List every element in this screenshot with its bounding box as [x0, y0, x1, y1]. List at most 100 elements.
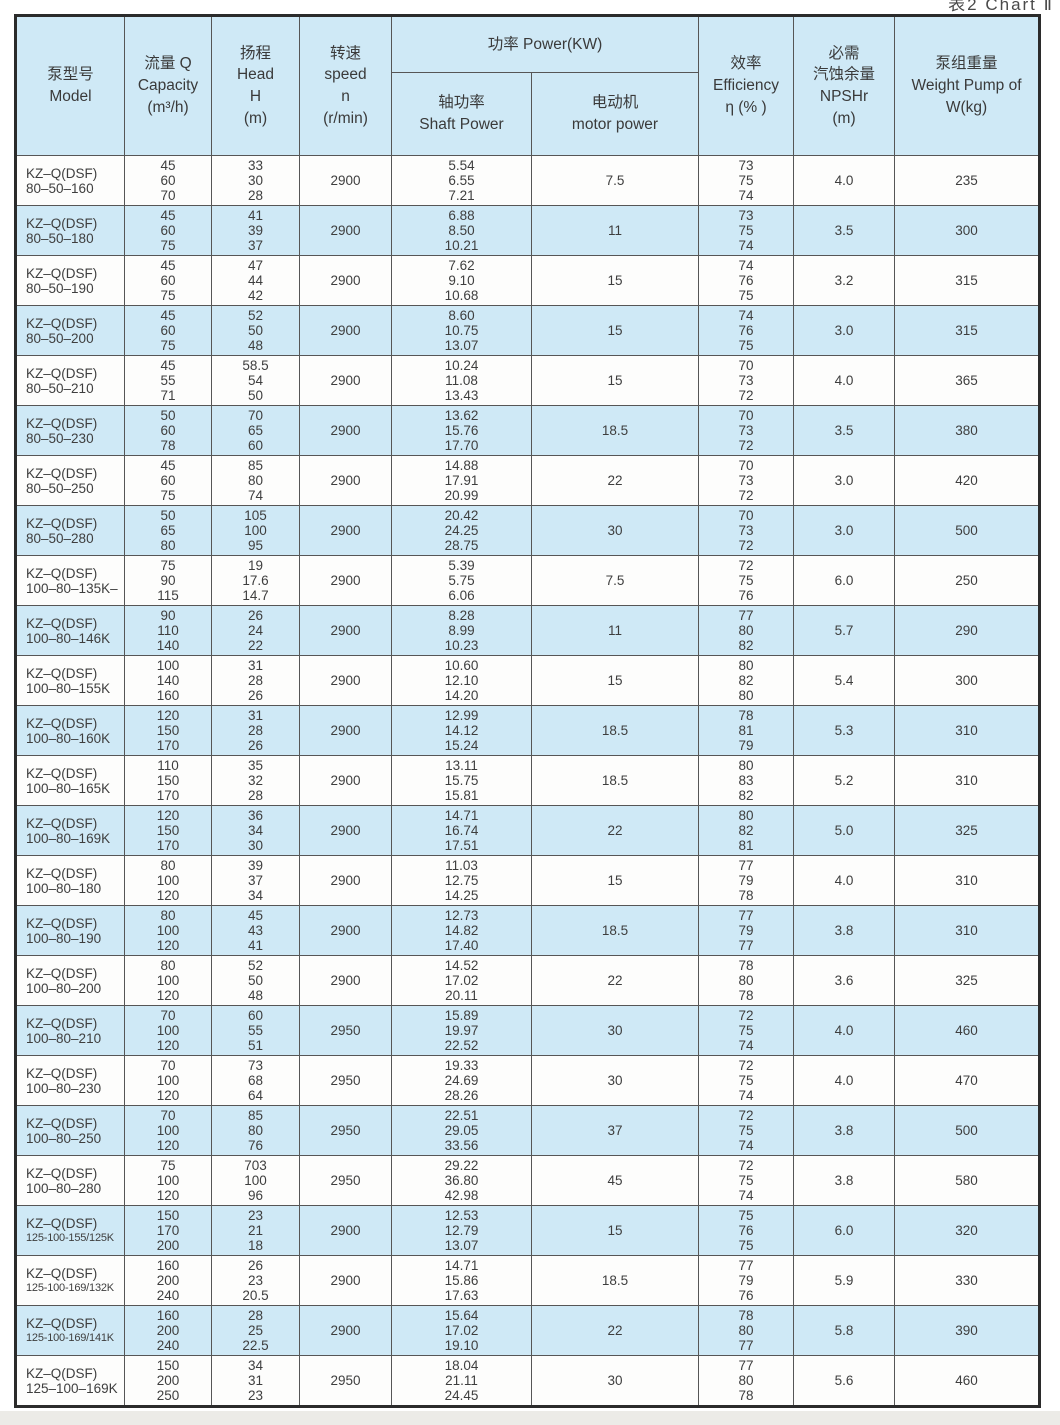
cell-speed: 2900 — [299, 855, 392, 906]
cell-npshr: 3.8 — [793, 1105, 896, 1156]
cell-npshr: 3.0 — [793, 505, 896, 556]
cell-npshr: 4.0 — [793, 155, 896, 206]
cell-motor-power: 30 — [530, 1055, 700, 1106]
cell-weight: 250 — [894, 555, 1041, 606]
cell-weight: 390 — [894, 1305, 1041, 1356]
cell-speed: 2900 — [299, 655, 392, 706]
cell-model: KZ–Q(DSF) 80–50–160 — [15, 155, 125, 206]
cell-head: 23 21 18 — [211, 1205, 300, 1256]
cell-speed: 2900 — [299, 505, 392, 556]
table-row: KZ–Q(DSF) 80–50–180 45 60 75 41 39 37 2900 6.88 8.… — [15, 205, 1041, 256]
cell-speed: 2900 — [299, 905, 392, 956]
cell-capacity: 160 200 240 — [124, 1305, 212, 1356]
cell-motor-power: 15 — [530, 255, 700, 306]
cell-capacity: 80 100 120 — [124, 955, 212, 1006]
cell-weight: 470 — [894, 1055, 1041, 1106]
table-row: KZ–Q(DSF) 100–80–200 80 100 120 52 50 48 2900 14.… — [15, 955, 1041, 1006]
cell-shaft-power: 11.03 12.75 14.25 — [391, 855, 532, 906]
cell-efficiency: 74 76 75 — [698, 305, 795, 356]
table-row: KZ–Q(DSF) 100–80–146K 90 110 140 26 24 22 2900 8.… — [15, 605, 1041, 656]
cell-shaft-power: 15.89 19.97 22.52 — [391, 1005, 532, 1056]
cell-head: 703 100 96 — [211, 1155, 300, 1206]
cell-npshr: 3.2 — [793, 255, 896, 306]
cell-npshr: 5.2 — [793, 755, 896, 806]
cell-shaft-power: 5.39 5.75 6.06 — [391, 555, 532, 606]
cell-head: 36 34 30 — [211, 805, 300, 856]
cell-head: 33 30 28 — [211, 155, 300, 206]
cell-model: KZ–Q(DSF) 100–80–135K– — [15, 555, 125, 606]
table-row: KZ–Q(DSF) 80–50–230 50 60 78 70 65 60 2900 13.62 1… — [15, 405, 1041, 456]
cell-efficiency: 72 75 76 — [698, 555, 795, 606]
pump-spec-table: 泵型号 Model 流量 Q Capacity (m³/h) 扬程 Head H… — [14, 14, 1042, 1408]
cell-npshr: 3.8 — [793, 905, 896, 956]
cell-shaft-power: 14.71 15.86 17.63 — [391, 1255, 532, 1306]
cell-capacity: 70 100 120 — [124, 1105, 212, 1156]
cell-efficiency: 72 75 74 — [698, 1055, 795, 1106]
table-row: KZ–Q(DSF) 100–80–155K 100 140 160 31 28 26 2900 1… — [15, 655, 1041, 706]
cell-capacity: 45 60 75 — [124, 255, 212, 306]
cell-speed: 2900 — [299, 555, 392, 606]
cell-speed: 2900 — [299, 705, 392, 756]
cell-model: KZ–Q(DSF) 100–80–200 — [15, 955, 125, 1006]
table-row: KZ–Q(DSF) 80–50–190 45 60 75 47 44 42 2900 7.62 9.… — [15, 255, 1041, 306]
cell-motor-power: 15 — [530, 655, 700, 706]
header-head: 扬程 Head H (m) — [211, 15, 300, 156]
cell-weight: 420 — [894, 455, 1041, 506]
cell-shaft-power: 8.60 10.75 13.07 — [391, 305, 532, 356]
cell-weight: 500 — [894, 1105, 1041, 1156]
table-row: KZ–Q(DSF) 125-100-169/141K 160 200 240 28 25 22… — [15, 1305, 1041, 1356]
cell-capacity: 120 150 170 — [124, 805, 212, 856]
cell-shaft-power: 8.28 8.99 10.23 — [391, 605, 532, 656]
cell-capacity: 45 60 70 — [124, 155, 212, 206]
cell-motor-power: 18.5 — [530, 755, 700, 806]
cell-capacity: 50 65 80 — [124, 505, 212, 556]
cell-speed: 2950 — [299, 1105, 392, 1156]
header-power-group: 功率 Power(KW) — [390, 15, 700, 73]
cell-speed: 2900 — [299, 305, 392, 356]
cell-capacity: 100 140 160 — [124, 655, 212, 706]
cell-speed: 2900 — [299, 605, 392, 656]
cell-motor-power: 15 — [530, 855, 700, 906]
table-row: KZ–Q(DSF) 100–80–250 70 100 120 85 80 76 2950 22.… — [15, 1105, 1041, 1156]
cell-npshr: 5.0 — [793, 805, 896, 856]
cell-efficiency: 80 82 80 — [698, 655, 795, 706]
cell-efficiency: 73 75 74 — [698, 205, 795, 256]
cell-weight: 320 — [894, 1205, 1041, 1256]
header-speed: 转速 speed n (r/min) — [299, 15, 392, 156]
cell-head: 41 39 37 — [211, 205, 300, 256]
header-capacity: 流量 Q Capacity (m³/h) — [124, 15, 212, 156]
cell-motor-power: 15 — [530, 305, 700, 356]
cell-model: KZ–Q(DSF) 100–80–180 — [15, 855, 125, 906]
cell-head: 58.5 54 50 — [211, 355, 300, 406]
cell-speed: 2900 — [299, 255, 392, 306]
cell-capacity: 45 60 75 — [124, 205, 212, 256]
table-row: KZ–Q(DSF) 80–50–210 45 55 71 58.5 54 50 2900 10.2… — [15, 355, 1041, 406]
cell-npshr: 3.6 — [793, 955, 896, 1006]
cell-weight: 315 — [894, 305, 1041, 356]
cell-efficiency: 70 73 72 — [698, 455, 795, 506]
cell-efficiency: 77 80 78 — [698, 1355, 795, 1407]
cell-capacity: 80 100 120 — [124, 855, 212, 906]
cell-npshr: 3.5 — [793, 205, 896, 256]
cell-model: KZ–Q(DSF) 100–80–230 — [15, 1055, 125, 1106]
cell-motor-power: 22 — [530, 805, 700, 856]
cell-model: KZ–Q(DSF) 100–80–210 — [15, 1005, 125, 1056]
cell-shaft-power: 13.62 15.76 17.70 — [391, 405, 532, 456]
chart-caption: 表2 Chart Ⅱ — [948, 0, 1054, 14]
cell-efficiency: 80 82 81 — [698, 805, 795, 856]
cell-head: 105 100 95 — [211, 505, 300, 556]
cell-shaft-power: 22.51 29.05 33.56 — [391, 1105, 532, 1156]
cell-weight: 310 — [894, 905, 1041, 956]
cell-head: 34 31 23 — [211, 1355, 300, 1407]
cell-model: KZ–Q(DSF) 125-100-169/141K — [15, 1305, 125, 1356]
cell-capacity: 45 60 75 — [124, 455, 212, 506]
cell-model: KZ–Q(DSF) 80–50–210 — [15, 355, 125, 406]
cell-head: 39 37 34 — [211, 855, 300, 906]
cell-efficiency: 72 75 74 — [698, 1155, 795, 1206]
cell-npshr: 6.0 — [793, 1205, 896, 1256]
cell-speed: 2900 — [299, 405, 392, 456]
table-row: KZ–Q(DSF) 125–100–169K 150 200 250 34 31 23 2950… — [15, 1355, 1041, 1407]
cell-motor-power: 15 — [530, 1205, 700, 1256]
cell-model: KZ–Q(DSF) 100–80–280 — [15, 1155, 125, 1206]
cell-npshr: 5.7 — [793, 605, 896, 656]
